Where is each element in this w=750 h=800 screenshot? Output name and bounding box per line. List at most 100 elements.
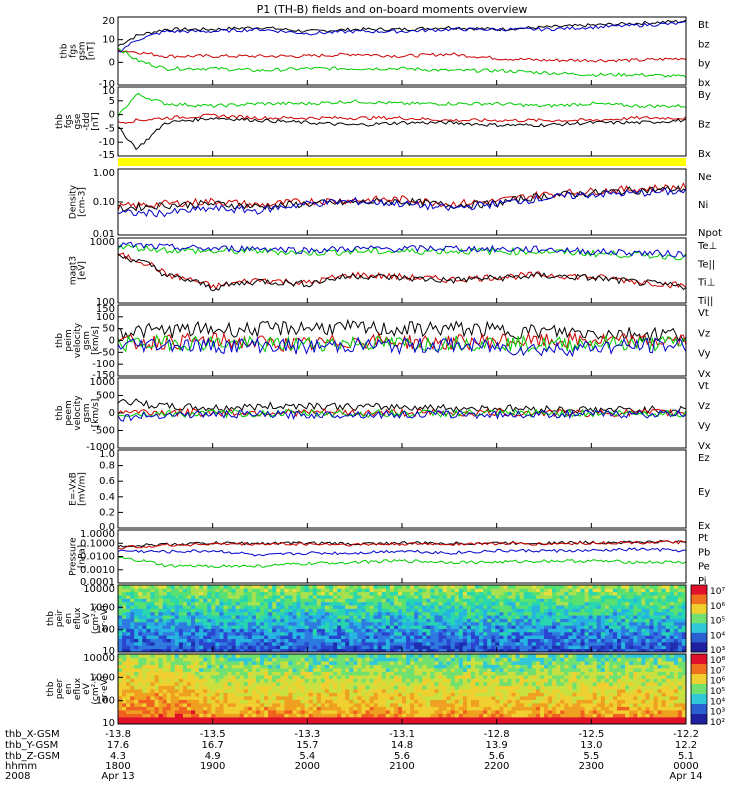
spectrogram-cell	[337, 585, 342, 589]
spectrogram-cell	[191, 645, 196, 650]
spectrogram-cell	[531, 598, 537, 603]
spectrogram-cell	[499, 692, 504, 697]
spectrogram-cell	[426, 598, 431, 603]
spectrogram-cell	[450, 598, 456, 603]
spectrogram-cell	[215, 628, 220, 633]
spectrogram-cell	[284, 706, 289, 711]
spectrogram-cell	[215, 595, 220, 599]
spectrogram-cell	[548, 625, 553, 629]
spectrogram-cell	[292, 710, 297, 714]
spectrogram-cell	[442, 664, 448, 669]
spectrogram-cell	[345, 591, 350, 596]
spectrogram-cell	[296, 661, 301, 665]
spectrogram-cell	[122, 657, 127, 662]
spectrogram-cell	[349, 713, 354, 718]
spectrogram-cell	[268, 628, 273, 633]
spectrogram-cell	[288, 611, 293, 616]
spectrogram-cell	[288, 635, 293, 639]
spectrogram-cell	[426, 678, 431, 683]
spectrogram-cell	[556, 631, 561, 636]
spectrogram-cell	[243, 625, 249, 629]
spectrogram-cell	[519, 641, 525, 646]
spectrogram-cell	[255, 605, 261, 609]
spectrogram-cell	[576, 588, 581, 593]
spectrogram-cell	[341, 671, 346, 676]
spectrogram-cell	[588, 638, 594, 643]
spectrogram-cell	[211, 710, 216, 714]
spectrogram-cell	[373, 601, 379, 606]
spectrogram-cell	[410, 588, 415, 593]
spectrogram-cell	[284, 713, 289, 718]
spectrogram-cell	[138, 615, 143, 619]
spectrogram-cell	[385, 696, 391, 700]
spectrogram-cell	[118, 692, 123, 697]
spectrogram-cell	[324, 689, 330, 693]
spectrogram-cell	[511, 595, 516, 599]
spectrogram-cell	[178, 657, 184, 662]
spectrogram-cell	[434, 661, 439, 665]
spectrogram-cell	[539, 615, 545, 619]
spectrogram-cell	[434, 645, 439, 650]
spectrogram-cell	[304, 635, 310, 639]
spectrogram-cell	[264, 635, 269, 639]
spectrogram-cell	[255, 615, 261, 619]
spectrogram-cell	[130, 595, 135, 599]
spectrogram-cell	[312, 648, 318, 653]
spectrogram-cell	[328, 648, 334, 653]
spectrogram-cell	[320, 699, 326, 704]
spectrogram-cell	[673, 595, 679, 599]
spectrogram-cell	[580, 638, 585, 643]
spectrogram-cell	[560, 631, 565, 636]
spectrogram-cell	[239, 654, 245, 658]
spectrogram-cell	[268, 717, 273, 721]
spectrogram-cell	[487, 618, 492, 623]
spectrogram-cell	[178, 641, 184, 646]
spectrogram-cell	[475, 692, 480, 697]
spectrogram-cell	[280, 628, 285, 633]
spectrogram-cell	[373, 664, 379, 669]
spectrogram-cell	[539, 645, 545, 650]
spectrogram-cell	[470, 625, 476, 629]
spectrogram-cell	[182, 618, 188, 623]
spectrogram-cell	[243, 692, 249, 697]
spectrogram-cell	[369, 717, 374, 721]
spectrogram-cell	[406, 657, 411, 662]
spectrogram-cell	[381, 611, 387, 616]
spectrogram-cell	[122, 678, 127, 683]
spectrogram-cell	[483, 588, 488, 593]
spectrogram-cell	[195, 696, 200, 700]
spectrogram-cell	[247, 598, 253, 603]
spectrogram-cell	[458, 692, 464, 697]
spectrogram-cell	[393, 678, 399, 683]
spectrogram-cell	[503, 703, 508, 707]
spectrogram-cell	[531, 625, 537, 629]
spectrogram-cell	[544, 611, 549, 616]
spectrogram-cell	[292, 635, 297, 639]
spectrogram-cell	[406, 668, 411, 672]
spectrogram-cell	[499, 671, 504, 676]
spectrogram-cell	[539, 585, 545, 589]
spectrogram-cell	[653, 628, 658, 633]
spectrogram-cell	[442, 661, 448, 665]
spectrogram-cell	[178, 625, 184, 629]
spectrogram-cell	[544, 615, 549, 619]
spectrogram-cell	[300, 699, 306, 704]
spectrogram-cell	[669, 601, 675, 606]
spectrogram-cell	[357, 621, 362, 626]
spectrogram-cell	[621, 621, 626, 626]
spectrogram-cell	[458, 645, 464, 650]
spectrogram-cell	[207, 645, 212, 650]
spectrogram-cell	[406, 638, 411, 643]
series-line-bz	[117, 49, 687, 63]
spectrogram-cell	[681, 635, 687, 639]
spectrogram-cell	[186, 621, 192, 626]
spectrogram-cell	[158, 685, 164, 690]
spectrogram-cell	[227, 717, 232, 721]
spectrogram-cell	[381, 601, 387, 606]
spectrogram-cell	[458, 699, 464, 704]
spectrogram-cell	[507, 615, 512, 619]
spectrogram-cell	[410, 717, 415, 721]
spectrogram-cell	[499, 703, 504, 707]
spectrogram-cell	[544, 585, 549, 589]
spectrogram-cell	[641, 585, 646, 589]
